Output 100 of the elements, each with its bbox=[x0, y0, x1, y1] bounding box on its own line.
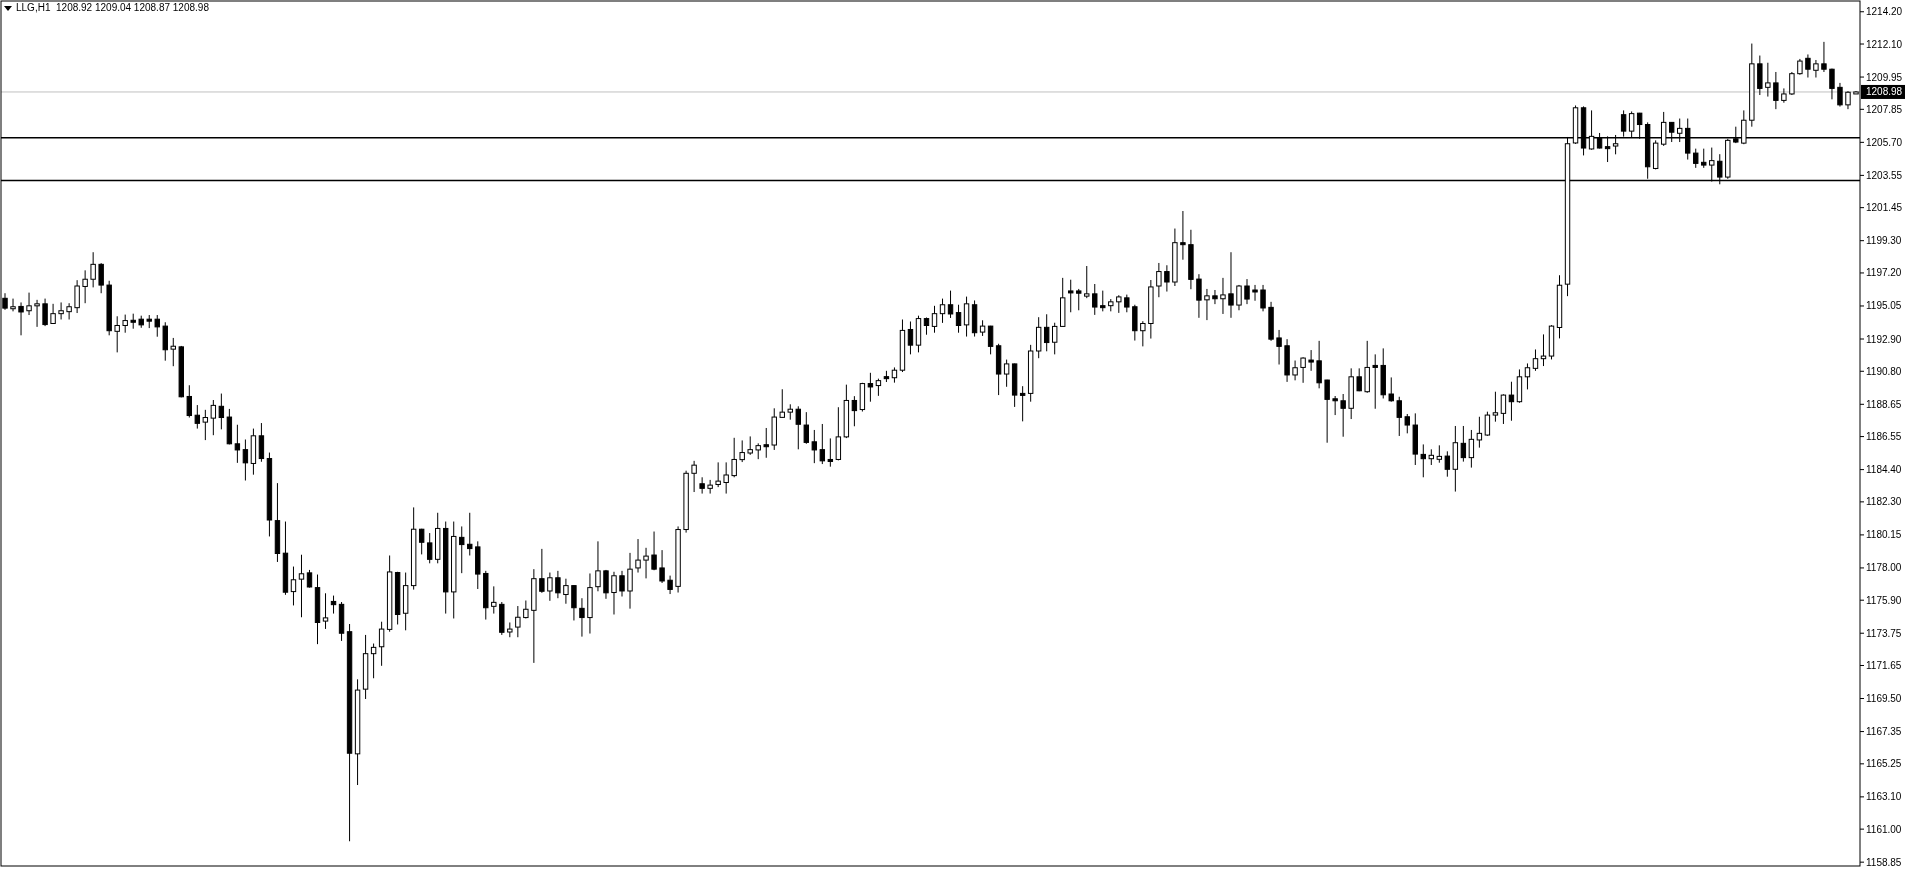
candlestick bbox=[1404, 413, 1410, 434]
y-tick-label: 1167.35 bbox=[1866, 726, 1902, 738]
candlestick bbox=[851, 395, 858, 427]
candlestick bbox=[378, 621, 385, 667]
y-tick-label: 1180.15 bbox=[1866, 529, 1902, 541]
candlestick bbox=[763, 427, 769, 459]
candlestick bbox=[1484, 411, 1491, 437]
y-tick-label: 1173.75 bbox=[1866, 627, 1902, 639]
candlestick bbox=[1068, 279, 1074, 313]
candlestick bbox=[370, 643, 377, 679]
candlestick bbox=[1372, 353, 1378, 410]
candlestick bbox=[50, 303, 56, 324]
candlestick bbox=[699, 476, 705, 495]
candlestick bbox=[1300, 356, 1306, 384]
candlestick bbox=[1316, 340, 1322, 389]
candlestick bbox=[1468, 429, 1475, 469]
candlestick bbox=[1829, 68, 1835, 100]
candlestick bbox=[34, 299, 40, 328]
candlestick bbox=[1244, 278, 1250, 305]
y-tick-label: 1165.25 bbox=[1866, 758, 1902, 770]
candlestick bbox=[547, 572, 553, 602]
candlestick bbox=[627, 552, 633, 610]
candlestick bbox=[739, 439, 745, 463]
y-tick-label: 1184.40 bbox=[1866, 464, 1902, 476]
y-tick-label: 1175.90 bbox=[1866, 594, 1902, 606]
candlestick bbox=[210, 399, 217, 436]
candlestick bbox=[931, 305, 938, 334]
candlestick bbox=[611, 571, 617, 615]
candlestick bbox=[1524, 362, 1531, 390]
y-tick-label: 1212.10 bbox=[1866, 38, 1903, 50]
candlestick bbox=[426, 532, 433, 564]
candlestick bbox=[1540, 333, 1547, 367]
candlestick bbox=[635, 538, 641, 574]
candlestick bbox=[1156, 262, 1162, 298]
candlestick bbox=[1228, 251, 1234, 319]
y-tick-label: 1171.65 bbox=[1866, 660, 1902, 671]
candlestick bbox=[987, 325, 994, 355]
candlestick bbox=[194, 404, 201, 430]
candlestick bbox=[659, 549, 665, 584]
candlestick bbox=[90, 251, 96, 288]
candlestick bbox=[723, 461, 729, 495]
candlestick bbox=[58, 301, 64, 320]
candlestick bbox=[651, 531, 657, 571]
candlestick bbox=[42, 298, 48, 327]
candlestick bbox=[595, 540, 601, 592]
candlestick bbox=[555, 570, 561, 599]
candlestick bbox=[747, 435, 753, 456]
candlestick bbox=[1500, 393, 1507, 425]
candlestick bbox=[1693, 148, 1699, 169]
candlestick bbox=[258, 422, 265, 463]
candlestick bbox=[1805, 53, 1811, 79]
candlestick bbox=[1212, 289, 1218, 305]
candlestick bbox=[619, 570, 625, 598]
candlestick bbox=[322, 592, 329, 630]
y-tick-label: 1182.30 bbox=[1866, 496, 1902, 508]
candlestick bbox=[1781, 87, 1787, 104]
candlestick bbox=[1444, 450, 1451, 478]
candlestick bbox=[1003, 359, 1010, 388]
y-tick-label: 1188.65 bbox=[1866, 398, 1902, 410]
y-tick-label: 1201.45 bbox=[1866, 202, 1903, 214]
candlestick bbox=[955, 304, 962, 334]
candlestick bbox=[82, 269, 88, 304]
candlestick bbox=[1140, 320, 1146, 347]
candlestick bbox=[290, 566, 297, 606]
candlestick bbox=[563, 578, 569, 605]
candlestick bbox=[1043, 313, 1050, 352]
candlestick bbox=[1476, 416, 1483, 449]
candlestick bbox=[579, 597, 585, 638]
y-tick-label: 1207.85 bbox=[1866, 103, 1903, 115]
y-tick-label: 1195.05 bbox=[1866, 300, 1902, 312]
candlestick bbox=[1821, 41, 1827, 73]
ref-line-label: 1208.98 bbox=[1866, 86, 1903, 98]
candlestick bbox=[10, 298, 16, 312]
candlestick bbox=[114, 315, 120, 353]
candlestick bbox=[603, 569, 609, 600]
candlestick bbox=[1196, 273, 1202, 319]
candlestick bbox=[811, 429, 818, 464]
y-tick-label: 1205.70 bbox=[1866, 136, 1903, 148]
candlestick bbox=[1508, 381, 1515, 422]
candlestick bbox=[1460, 425, 1467, 463]
candlestick bbox=[1420, 443, 1426, 478]
candlestick bbox=[1396, 396, 1402, 437]
candlestick bbox=[1084, 265, 1090, 299]
candlestick bbox=[459, 525, 465, 574]
candlestick bbox=[939, 298, 946, 324]
candlestick bbox=[1276, 329, 1282, 366]
y-tick-label: 1163.10 bbox=[1866, 791, 1902, 803]
candlestick bbox=[947, 290, 954, 319]
y-tick-label: 1161.00 bbox=[1866, 823, 1902, 835]
candlestick bbox=[1837, 82, 1843, 108]
candlestick bbox=[1092, 283, 1098, 316]
candlestick bbox=[707, 479, 713, 495]
candlestick bbox=[1019, 385, 1026, 422]
candlestick bbox=[1132, 304, 1138, 342]
candlestick bbox=[1076, 288, 1082, 311]
candlestick bbox=[1340, 393, 1346, 438]
candlestick bbox=[1492, 391, 1499, 423]
candlestick bbox=[1388, 376, 1394, 403]
candlestick bbox=[26, 292, 32, 316]
candlestick bbox=[1236, 284, 1242, 311]
